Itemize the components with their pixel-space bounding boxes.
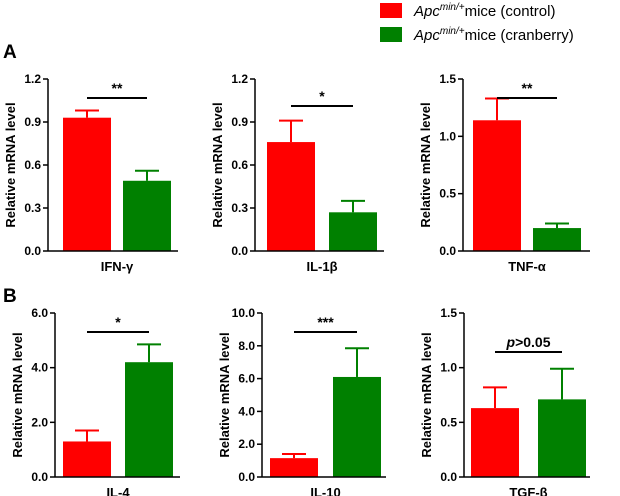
- x-axis-label: TNF-α: [508, 259, 546, 274]
- chart-il-4: 0.0 2.0 4.0 6.0 Relative mRNA level IL-4 *: [10, 306, 180, 496]
- x-axis-label: IL-10: [310, 485, 340, 496]
- y-tick-label: 0.0: [231, 244, 248, 258]
- y-tick-label: 1.0: [440, 361, 457, 375]
- y-tick-label: 0.3: [24, 201, 41, 215]
- y-tick-label: 1.5: [440, 306, 457, 320]
- bar: [125, 362, 173, 477]
- chart-tgf-beta: 0.0 0.5 1.0 1.5 Relative mRNA level TGF-β p>0.…: [419, 306, 590, 496]
- significance-label: *: [115, 314, 121, 330]
- y-tick-label: 6.0: [238, 372, 255, 386]
- y-tick-label: 0.0: [24, 244, 41, 258]
- x-axis-label: TGF-β: [509, 485, 547, 496]
- x-axis-label: IFN-γ: [101, 259, 134, 274]
- legend-label-control: Apcmin/+mice (control): [413, 2, 555, 20]
- bar: [471, 408, 519, 477]
- significance-label: ***: [317, 314, 334, 330]
- y-tick-label: 6.0: [31, 306, 48, 320]
- y-tick-label: 0.6: [24, 158, 41, 172]
- legend-swatch-cranberry: [380, 27, 402, 42]
- y-tick-label: 0.5: [439, 187, 456, 201]
- y-tick-label: 8.0: [238, 339, 255, 353]
- y-tick-label: 0.0: [238, 470, 255, 484]
- legend-swatch-control: [380, 3, 402, 18]
- y-tick-label: 0.0: [440, 470, 457, 484]
- y-tick-label: 0.0: [31, 470, 48, 484]
- y-tick-label: 2.0: [238, 437, 255, 451]
- y-tick-label: 0.6: [231, 158, 248, 172]
- x-axis-label: IL-1β: [306, 259, 337, 274]
- bar: [270, 458, 318, 477]
- chart-ifn-gamma: 0.0 0.3 0.6 0.9 1.2 Relative mRNA level IFN-γ *…: [3, 72, 178, 274]
- y-tick-label: 4.0: [31, 361, 48, 375]
- bar: [63, 441, 111, 477]
- chart-il-1beta: 0.0 0.3 0.6 0.9 1.2 Relative mRNA level IL-1β *: [210, 72, 384, 274]
- y-tick-label: 1.2: [24, 72, 41, 86]
- significance-label: **: [522, 80, 533, 96]
- significance-label: **: [112, 80, 123, 96]
- y-tick-label: 0.9: [24, 115, 41, 129]
- y-tick-label: 0.0: [439, 244, 456, 258]
- chart-tnf-alpha: 0.0 0.5 1.0 1.5 Relative mRNA level TNF-α **: [418, 72, 590, 274]
- bar: [538, 399, 586, 477]
- significance-label: p>0.05: [506, 334, 551, 350]
- y-tick-label: 0.9: [231, 115, 248, 129]
- y-axis-label: Relative mRNA level: [210, 102, 225, 227]
- y-axis-label: Relative mRNA level: [217, 332, 232, 457]
- panel-label-a: A: [3, 42, 17, 63]
- bar: [473, 120, 521, 251]
- legend-label-cranberry: Apcmin/+mice (cranberry): [413, 26, 574, 44]
- y-tick-label: 0.3: [231, 201, 248, 215]
- bar: [333, 376, 381, 477]
- y-axis-label: Relative mRNA level: [419, 332, 434, 457]
- y-tick-label: 10.0: [232, 306, 256, 320]
- bar: [123, 180, 171, 251]
- y-axis-label: Relative mRNA level: [3, 102, 18, 227]
- bar: [533, 228, 581, 251]
- bar: [329, 212, 377, 251]
- y-tick-label: 1.2: [231, 72, 248, 86]
- significance-label: *: [319, 88, 325, 104]
- y-tick-label: 1.5: [439, 72, 456, 86]
- legend: Apcmin/+mice (control) Apcmin/+mice (cra…: [380, 2, 574, 44]
- y-tick-label: 1.0: [439, 129, 456, 143]
- panel-label-b: B: [3, 286, 17, 307]
- x-axis-label: IL-4: [106, 485, 130, 496]
- y-axis-label: Relative mRNA level: [10, 332, 25, 457]
- bar: [63, 117, 111, 251]
- y-tick-label: 0.5: [440, 415, 457, 429]
- y-tick-label: 4.0: [238, 404, 255, 418]
- y-tick-label: 2.0: [31, 415, 48, 429]
- bar: [267, 142, 315, 251]
- y-axis-label: Relative mRNA level: [418, 102, 433, 227]
